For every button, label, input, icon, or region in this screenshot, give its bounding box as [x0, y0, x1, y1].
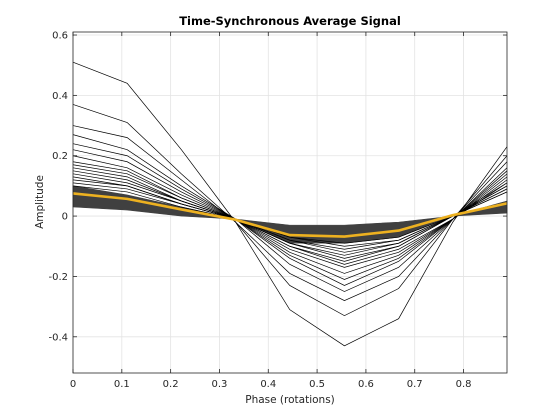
series-layer	[72, 61, 508, 347]
average-layer	[72, 192, 508, 238]
plot-frame	[72, 31, 508, 374]
x-tick-label: 0.1	[114, 379, 130, 390]
series-line	[72, 161, 508, 268]
series-line	[72, 134, 508, 292]
x-tick-label: 0.5	[309, 379, 325, 390]
series-line	[72, 155, 508, 274]
grid	[72, 32, 507, 373]
x-tick-label: 0.8	[456, 379, 472, 390]
x-tick-label: 0.7	[407, 379, 423, 390]
x-tick-label: 0.3	[212, 379, 228, 390]
series-line	[72, 149, 508, 280]
y-tick-label: 0	[62, 212, 68, 223]
x-tick-label: 0.6	[358, 379, 374, 390]
series-line	[72, 61, 508, 347]
y-tick-label: -0.4	[48, 332, 68, 343]
x-tick-label: 0.2	[163, 379, 179, 390]
x-tick-label: 0.4	[260, 379, 276, 390]
series-line	[72, 185, 508, 244]
series-line	[72, 143, 508, 286]
x-axis-label: Phase (rotations)	[245, 394, 335, 406]
chart-title: Time-Synchronous Average Signal	[179, 14, 401, 28]
y-tick-label: -0.2	[48, 272, 68, 283]
ticks: 0 0.1 0.2 0.3 0.4 0.5 0.6 0.7 0.8 -0.4 -0.2 0 0.2 0.4…	[48, 31, 507, 390]
series-line	[72, 125, 508, 301]
x-tick-label: 0	[70, 379, 76, 390]
y-axis-label: Amplitude	[34, 175, 46, 229]
y-tick-label: 0.4	[52, 91, 68, 102]
y-tick-label: 0.2	[52, 151, 68, 162]
y-tick-label: 0.6	[52, 31, 68, 42]
series-line	[72, 104, 508, 317]
average-line	[72, 192, 508, 238]
